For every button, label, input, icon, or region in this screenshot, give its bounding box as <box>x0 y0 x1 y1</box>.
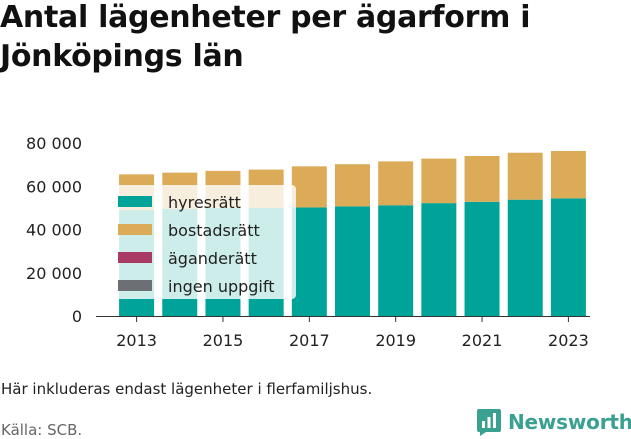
y-tick-label-3: 60 000 <box>26 177 82 196</box>
y-tick-label-1: 20 000 <box>26 264 82 283</box>
legend-label-2: äganderätt <box>168 249 257 268</box>
bar-2021-series-1 <box>464 155 500 202</box>
newsworthy-logo-text: Newsworthy <box>508 410 631 434</box>
legend-label-1: bostadsrätt <box>168 221 260 240</box>
legend-label-0: hyresrätt <box>168 193 241 212</box>
chart-source: Källa: SCB. <box>1 421 83 439</box>
x-tick-label-1: 2015 <box>203 331 244 350</box>
legend-swatch-3 <box>118 280 152 291</box>
chart-title: Antal lägenheter per ägarform i Jönköpin… <box>0 0 531 74</box>
bar-2023-series-1 <box>550 151 586 199</box>
legend-label-3: ingen uppgift <box>168 277 275 296</box>
x-tick-label-0: 2013 <box>116 331 157 350</box>
bar-2022-series-0 <box>507 199 543 316</box>
bar-2021-series-0 <box>464 201 500 316</box>
legend-box <box>108 185 296 299</box>
bar-2017-series-0 <box>291 207 327 316</box>
bar-2023-series-0 <box>550 198 586 316</box>
legend-swatch-1 <box>118 224 152 235</box>
bar-2020-series-1 <box>421 158 457 204</box>
bar-2017-series-1 <box>291 166 327 208</box>
newsworthy-logo[interactable]: Newsworthy <box>476 406 631 438</box>
x-tick-label-5: 2023 <box>548 331 589 350</box>
x-tick-label-2: 2017 <box>289 331 330 350</box>
bar-2020-series-0 <box>421 203 457 316</box>
bar-2019-series-0 <box>378 205 414 316</box>
chart-svg: 0 20 000 40 000 60 000 80 000 2013 2015 2017 201… <box>26 134 590 350</box>
newsworthy-logo-icon <box>477 409 501 436</box>
bar-2018-series-1 <box>335 164 370 207</box>
y-tick-label-4: 80 000 <box>26 134 82 153</box>
bar-2022-series-1 <box>507 152 543 200</box>
y-tick-label-2: 40 000 <box>26 221 82 240</box>
legend-swatch-2 <box>118 252 152 263</box>
x-tick-label-3: 2019 <box>375 331 416 350</box>
bar-2018-series-0 <box>335 206 370 316</box>
bar-2019-series-1 <box>378 161 414 206</box>
x-tick-label-4: 2021 <box>462 331 503 350</box>
legend-swatch-0 <box>118 196 152 207</box>
chart-note: Här inkluderas endast lägenheter i flerf… <box>1 380 373 398</box>
y-tick-label-0: 0 <box>72 307 82 326</box>
